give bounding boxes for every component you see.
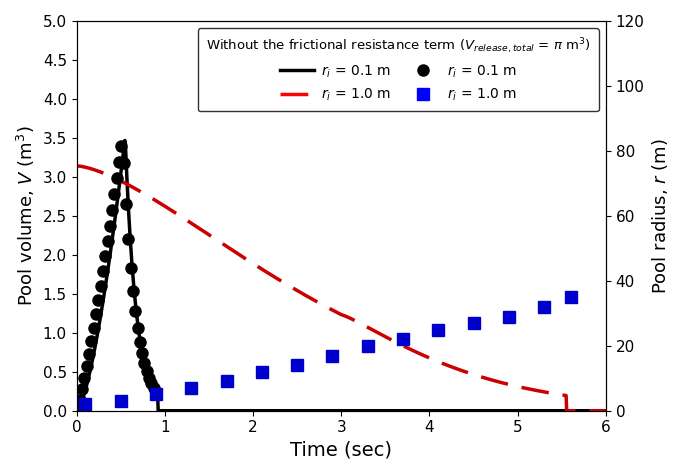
rad_01 (80, 375, 88, 381)
rad_10 (540, 304, 548, 310)
rad_01 (122, 201, 130, 207)
vol_10 (286, 284, 295, 290)
rad_10 (187, 385, 195, 391)
vol_10 (436, 360, 444, 365)
rad_01 (129, 289, 137, 294)
rad_01 (131, 309, 139, 314)
Y-axis label: Pool radius, $r$ (m): Pool radius, $r$ (m) (650, 138, 670, 294)
rad_01 (136, 339, 144, 345)
rad_01 (97, 283, 105, 288)
rad_10 (223, 379, 231, 384)
rad_01 (138, 351, 147, 356)
rad_01 (147, 380, 155, 386)
rad_01 (73, 406, 82, 411)
rad_10 (258, 369, 266, 375)
rad_01 (134, 325, 142, 331)
vol_10 (495, 379, 503, 385)
rad_01 (90, 325, 98, 331)
vol_01 (306, 408, 314, 414)
vol_01 (73, 408, 81, 414)
Line: rad_01: rad_01 (72, 140, 162, 414)
rad_01 (149, 385, 158, 390)
rad_10 (116, 398, 125, 404)
Line: vol_01: vol_01 (77, 141, 606, 411)
rad_01 (94, 297, 102, 303)
X-axis label: Time (sec): Time (sec) (290, 441, 393, 460)
vol_01 (601, 408, 610, 414)
vol_10 (562, 408, 571, 414)
rad_01 (124, 236, 132, 242)
rad_01 (145, 375, 153, 380)
rad_01 (101, 253, 110, 259)
rad_01 (99, 268, 107, 274)
rad_10 (399, 336, 407, 342)
Y-axis label: Pool volume, $V$ (m$^3$): Pool volume, $V$ (m$^3$) (15, 125, 37, 306)
rad_01 (103, 238, 112, 244)
rad_10 (152, 391, 160, 397)
rad_01 (105, 223, 114, 228)
rad_10 (82, 401, 90, 407)
rad_01 (110, 191, 119, 197)
vol_01 (436, 408, 445, 414)
rad_10 (364, 343, 372, 349)
rad_01 (140, 360, 149, 366)
rad_01 (152, 389, 160, 395)
rad_01 (120, 160, 128, 165)
Line: rad_10: rad_10 (80, 292, 576, 410)
vol_01 (486, 408, 494, 414)
rad_01 (112, 175, 121, 181)
vol_10 (127, 183, 135, 189)
rad_10 (505, 314, 513, 319)
rad_10 (434, 327, 443, 332)
rad_01 (83, 363, 91, 369)
Line: vol_10: vol_10 (77, 166, 606, 411)
vol_01 (121, 138, 129, 143)
rad_01 (78, 387, 86, 392)
rad_01 (76, 397, 84, 402)
vol_01 (127, 250, 136, 256)
rad_10 (566, 294, 575, 300)
rad_10 (328, 352, 336, 358)
rad_01 (92, 311, 100, 317)
rad_01 (142, 368, 151, 374)
rad_10 (293, 362, 301, 368)
Legend: $r_i$ = 0.1 m, $r_i$ = 1.0 m, $r_i$ = 0.1 m, $r_i$ = 1.0 m: $r_i$ = 0.1 m, $r_i$ = 1.0 m, $r_i$ = 0.… (197, 28, 599, 111)
rad_01 (115, 159, 123, 165)
rad_01 (127, 265, 135, 270)
rad_10 (469, 320, 477, 326)
vol_10 (306, 295, 314, 301)
rad_01 (87, 338, 95, 344)
vol_10 (485, 376, 493, 382)
rad_01 (108, 207, 116, 213)
vol_10 (601, 408, 610, 414)
vol_01 (495, 408, 503, 414)
vol_01 (287, 408, 295, 414)
rad_01 (117, 143, 125, 149)
rad_01 (85, 351, 93, 357)
vol_10 (73, 163, 81, 169)
